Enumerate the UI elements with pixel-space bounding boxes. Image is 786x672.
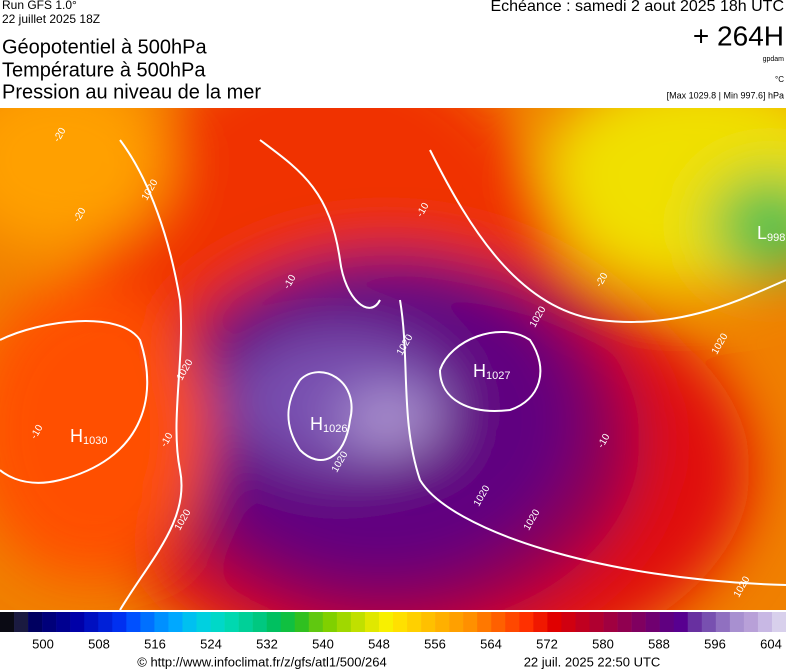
echeance: Echéance : samedi 2 aout 2025 18h UTC — [490, 0, 784, 15]
colorbar-label: 580 — [592, 636, 614, 651]
colorbar-swatch — [280, 612, 296, 632]
run-date: 22 juillet 2025 18Z — [2, 12, 100, 26]
colorbar-swatch — [519, 612, 534, 632]
map — [0, 108, 786, 610]
colorbar-swatch — [322, 612, 338, 632]
colorbar-swatch — [210, 612, 225, 632]
colorbar-swatch — [28, 612, 43, 632]
colorbar-swatch — [533, 612, 548, 632]
center-value: 1027 — [486, 370, 510, 382]
colorbar-swatch — [645, 612, 660, 632]
colorbar-label: 604 — [760, 636, 782, 651]
colorbar-label: 588 — [648, 636, 670, 651]
title: Géopotentiel à 500hPa — [2, 36, 207, 58]
colorbar-swatch — [350, 612, 366, 632]
colorbar-swatch — [407, 612, 422, 632]
colorbar-swatch — [603, 612, 618, 632]
unit: gpdam — [763, 56, 785, 63]
colorbar-swatch — [70, 612, 85, 632]
colorbar-label: 532 — [256, 636, 278, 651]
colorbar-swatch — [771, 612, 786, 632]
colorbar-swatch — [112, 612, 127, 632]
colorbar-swatch — [378, 612, 394, 632]
colorbar-swatch — [547, 612, 562, 632]
colorbar-label: 508 — [88, 636, 110, 651]
colorbar-swatch — [266, 612, 282, 632]
center-value: 998 — [767, 232, 785, 244]
colorbar-label: 516 — [144, 636, 166, 651]
colorbar-swatch — [435, 612, 450, 632]
colorbar-swatch — [449, 612, 464, 632]
colorbar-swatch — [154, 612, 169, 632]
colorbar-swatch — [729, 612, 745, 632]
colorbar-swatch — [575, 612, 590, 632]
colorbar-swatch — [0, 612, 15, 632]
colorbar-swatch — [308, 612, 324, 632]
unit: °C — [775, 75, 784, 84]
colorbar-swatch — [715, 612, 731, 632]
source-url: © http://www.infoclimat.fr/z/gfs/atl1/50… — [137, 654, 386, 669]
colorbar-swatch — [294, 612, 310, 632]
colorbar-label: 548 — [368, 636, 390, 651]
pressure-center: H1027 — [473, 361, 510, 382]
colorbar-swatch — [463, 612, 478, 632]
center-value: 1030 — [83, 435, 107, 447]
pressure-center: H1030 — [70, 426, 107, 447]
colorbar-swatch — [393, 612, 408, 632]
colorbar-swatch — [182, 612, 197, 632]
colorbar-swatch — [252, 612, 267, 632]
colorbar-label: 596 — [704, 636, 726, 651]
colorbar-swatch — [743, 612, 759, 632]
lead-time: + 264H — [693, 20, 784, 51]
colorbar-swatch — [140, 612, 155, 632]
colorbar-swatch — [98, 612, 113, 632]
colorbar-label: 524 — [200, 636, 222, 651]
center-letter: H — [70, 426, 83, 446]
center-letter: H — [473, 361, 486, 381]
colorbar-swatch — [421, 612, 436, 632]
colorbar-label: 556 — [424, 636, 446, 651]
center-letter: L — [757, 223, 767, 243]
colorbar-swatch — [617, 612, 632, 632]
colorbar-swatch — [126, 612, 141, 632]
colorbar-swatch — [687, 612, 703, 632]
colorbar-swatch — [505, 612, 520, 632]
center-value: 1026 — [323, 423, 347, 435]
colorbar-label: 500 — [32, 636, 54, 651]
colorbar-label: 572 — [536, 636, 558, 651]
colorbar-swatch — [491, 612, 506, 632]
colorbar-swatch — [561, 612, 576, 632]
run: Run GFS 1.0° — [2, 0, 77, 12]
colorbar-swatch — [168, 612, 183, 632]
pressure-center: H1026 — [310, 414, 347, 435]
colorbar-swatch — [224, 612, 239, 632]
colorbar-swatch — [631, 612, 646, 632]
colorbar-swatch — [238, 612, 253, 632]
colorbar-swatch — [56, 612, 71, 632]
colorbar-swatch — [701, 612, 717, 632]
pressure-center: L998 — [757, 223, 785, 244]
colorbar-swatch — [659, 612, 675, 632]
colorbar-swatch — [757, 612, 773, 632]
colorbar-swatch — [84, 612, 99, 632]
colorbar-swatch — [589, 612, 604, 632]
center-letter: H — [310, 414, 323, 434]
timestamp: 22 juil. 2025 22:50 UTC — [524, 654, 661, 669]
colorbar-label: 540 — [312, 636, 334, 651]
colorbar-swatch — [364, 612, 380, 632]
colorbar-label: 564 — [480, 636, 502, 651]
colorbar-swatch — [14, 612, 29, 632]
colorbar-swatch — [42, 612, 57, 632]
title: Pression au niveau de la mer — [2, 81, 261, 103]
colorbar-swatch — [196, 612, 211, 632]
pressure-range: [Max 1029.8 | Min 997.6] hPa — [667, 90, 784, 100]
colorbar-swatch — [477, 612, 492, 632]
title: Température à 500hPa — [2, 59, 206, 81]
colorbar-swatch — [673, 612, 689, 632]
colorbar-swatch — [336, 612, 352, 632]
